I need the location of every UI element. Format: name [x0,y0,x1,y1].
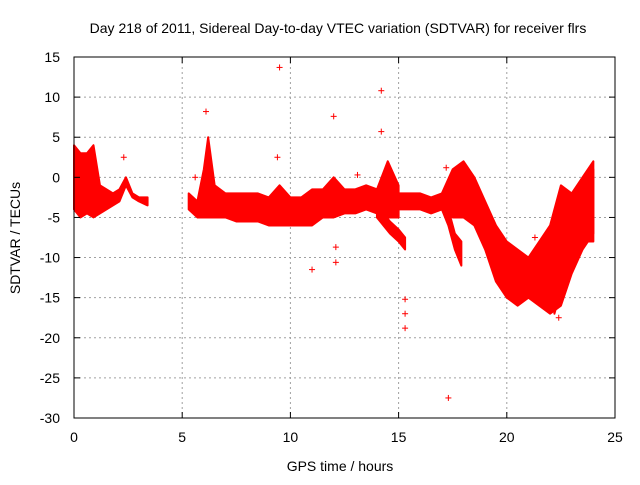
data-point-marker [378,87,385,94]
data-point-marker [443,164,450,171]
data-point-marker [120,154,127,161]
x-tick-label: 0 [70,429,78,445]
y-axis-label: SDTVAR / TECUs [7,182,23,294]
y-axis-ticks: -30 -25 -20 -15 -10 -5 0 5 10 15 [40,49,615,426]
data-point-marker [203,108,210,115]
data-point-marker [378,128,385,135]
data-band [553,168,595,315]
data-point-marker [309,266,316,273]
y-tick-label: -20 [40,330,60,346]
y-tick-label: -25 [40,370,60,386]
y-tick-label: 15 [44,49,60,65]
data-band [440,192,463,267]
plot-border [73,56,616,419]
x-tick-label: 15 [391,429,407,445]
data-point-marker [402,310,409,317]
data-point-marker [555,314,562,321]
data-point-marker [274,154,281,161]
data-band [375,208,407,251]
data-point-marker [445,394,452,401]
y-tick-label: -30 [40,410,60,426]
data-point-marker [276,64,283,71]
data-point-marker [531,234,538,241]
x-tick-label: 20 [499,429,515,445]
data-band [73,144,149,219]
data-marker-layer [120,64,562,401]
data-point-marker [354,171,361,178]
x-axis-label: GPS time / hours [287,458,394,474]
y-tick-label: -5 [48,209,61,225]
grid [74,57,615,418]
data-band-layer [73,136,595,315]
y-tick-label: -15 [40,290,60,306]
data-point-marker [332,259,339,266]
chart-title: Day 218 of 2011, Sidereal Day-to-day VTE… [90,20,587,36]
x-tick-label: 10 [283,429,299,445]
data-point-marker [192,174,199,181]
data-point-marker [330,113,337,120]
y-tick-label: 5 [52,129,60,145]
data-band [187,136,400,227]
x-tick-label: 5 [178,429,186,445]
data-point-marker [332,244,339,251]
y-tick-label: 0 [52,169,60,185]
x-tick-label: 25 [607,429,623,445]
data-point-marker [402,296,409,303]
x-axis-ticks: 0 5 10 15 20 25 [70,57,623,445]
y-tick-label: -10 [40,250,60,266]
y-tick-label: 10 [44,89,60,105]
data-point-marker [402,325,409,332]
